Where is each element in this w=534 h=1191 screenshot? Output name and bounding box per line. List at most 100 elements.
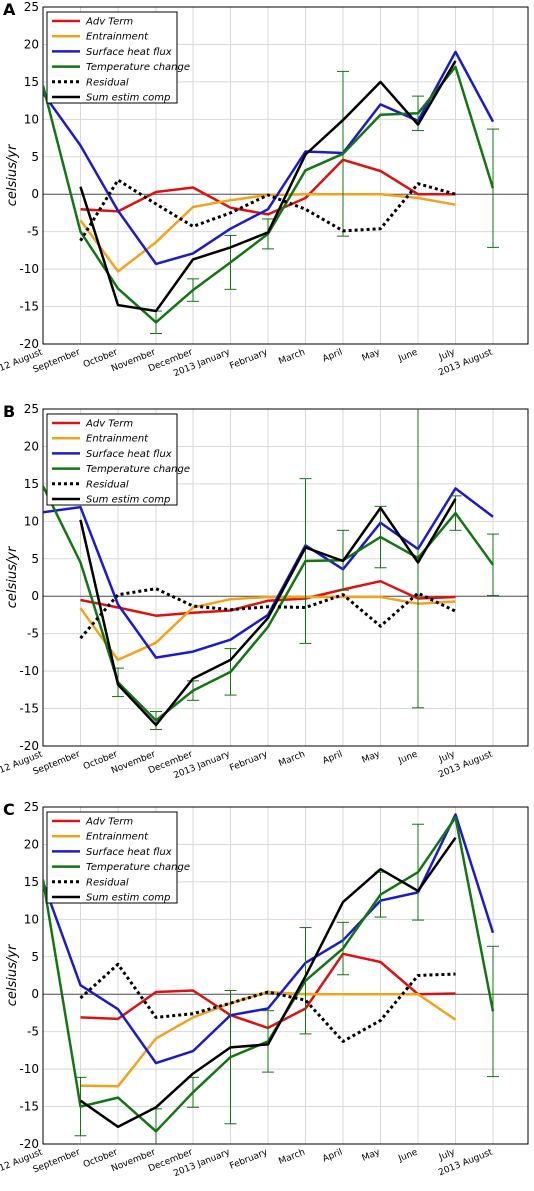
data-point-adv [267, 213, 269, 215]
plot-area [43, 409, 499, 731]
y-tick-label: -15 [19, 1100, 39, 1114]
x-tick-label: March [277, 1148, 306, 1168]
panel-letter: C [3, 800, 15, 819]
series-line-residual [79, 178, 456, 242]
x-tick-label: June [396, 347, 419, 364]
y-tick-label: 15 [24, 75, 39, 89]
error-bar-temperature [374, 871, 387, 918]
y-axis-label: celsius/yr [5, 143, 20, 206]
error-bar-temperature [337, 921, 349, 976]
data-point-residual [305, 607, 307, 609]
data-point-entrainment [80, 607, 82, 609]
data-point-temperature [117, 1097, 119, 1099]
y-tick-label: -20 [19, 337, 39, 351]
error-bar-temperature [262, 218, 274, 250]
panel-letter: A [3, 0, 16, 19]
legend-box [46, 11, 178, 104]
plot-area [43, 50, 499, 335]
data-point-surface [267, 1008, 269, 1010]
data-point-temperature [305, 169, 307, 171]
x-tick-label: April [321, 348, 344, 365]
y-tick-label: 25 [24, 402, 39, 416]
legend-label-surface: Surface heat flux [86, 847, 172, 858]
data-point-entrainment [155, 1037, 157, 1039]
data-point-adv [192, 187, 194, 189]
data-point-residual [455, 193, 457, 195]
data-point-residual [230, 1002, 232, 1004]
data-point-residual [342, 1040, 344, 1042]
x-tick-label: March [277, 348, 306, 368]
y-axis-label: celsius/yr [5, 943, 20, 1006]
data-point-sum [230, 659, 232, 661]
series-line-adv [80, 158, 456, 216]
data-point-residual [417, 592, 419, 594]
plot-frame [42, 6, 529, 345]
error-bar-temperature [487, 533, 499, 596]
data-point-residual [417, 183, 419, 185]
data-point-adv [267, 600, 269, 602]
data-point-residual [155, 203, 157, 205]
error-bar-temperature [262, 1010, 274, 1073]
legend: Adv Term Entrainment Surface heat flux Temp… [46, 413, 190, 506]
data-point-surface [80, 506, 82, 508]
series-line-sum [79, 836, 457, 1129]
data-point-sum [192, 678, 194, 680]
data-point-adv [417, 193, 419, 195]
data-point-residual [117, 963, 119, 965]
y-tick-label: -10 [19, 1062, 39, 1076]
data-point-adv [155, 991, 157, 993]
data-point-residual [155, 1016, 157, 1018]
data-point-sum [117, 1126, 119, 1128]
legend-box [46, 811, 178, 904]
data-point-surface [267, 208, 269, 210]
legend-box [46, 413, 178, 506]
legend-label-adv: Adv Term [85, 817, 133, 828]
error-bar-temperature [299, 927, 312, 1035]
data-point-sum [380, 507, 382, 509]
data-point-residual [192, 605, 194, 607]
legend-label-sum: Sum estim comp [86, 495, 170, 506]
data-point-residual [305, 999, 307, 1001]
x-tick-label: February [228, 347, 269, 371]
data-point-sum [155, 724, 157, 726]
data-point-entrainment [455, 1019, 457, 1021]
data-point-residual [155, 588, 157, 590]
error-bar-temperature [187, 1076, 199, 1108]
y-tick-label: -5 [27, 1025, 39, 1039]
y-tick-label: 25 [24, 800, 39, 814]
data-point-residual [267, 194, 269, 196]
series-line-sum [79, 60, 457, 313]
data-point-surface [192, 252, 194, 254]
data-point-surface [455, 487, 457, 489]
data-point-surface [380, 103, 382, 105]
data-point-entrainment [192, 1016, 194, 1018]
error-bar-temperature [449, 495, 462, 531]
data-point-sum [267, 617, 269, 619]
data-point-entrainment [80, 219, 82, 221]
data-point-surface [455, 51, 457, 53]
data-point-surface [155, 1062, 157, 1064]
legend: Adv Term Entrainment Surface heat flux Temp… [46, 11, 190, 104]
data-point-residual [380, 625, 382, 627]
data-point-sum [117, 304, 119, 306]
data-point-residual [305, 208, 307, 210]
y-tick-label: -15 [19, 300, 39, 314]
data-point-residual [80, 997, 82, 999]
legend-label-surface: Surface heat flux [86, 47, 172, 58]
data-point-entrainment [342, 993, 344, 995]
data-point-residual [380, 228, 382, 230]
y-tick-label: 10 [24, 912, 39, 926]
panel-letter: B [3, 402, 15, 421]
data-point-sum [305, 975, 307, 977]
data-point-sum [192, 258, 194, 260]
error-bar-temperature [299, 478, 312, 644]
data-point-surface [80, 984, 82, 986]
data-point-entrainment [155, 642, 157, 644]
data-point-entrainment [455, 601, 457, 603]
data-point-residual [117, 594, 119, 596]
data-point-sum [230, 1046, 232, 1048]
data-point-sum [305, 547, 307, 549]
data-point-residual [455, 610, 457, 612]
legend-label-temperature: Temperature change [86, 862, 190, 873]
plot-frame [42, 806, 529, 1145]
